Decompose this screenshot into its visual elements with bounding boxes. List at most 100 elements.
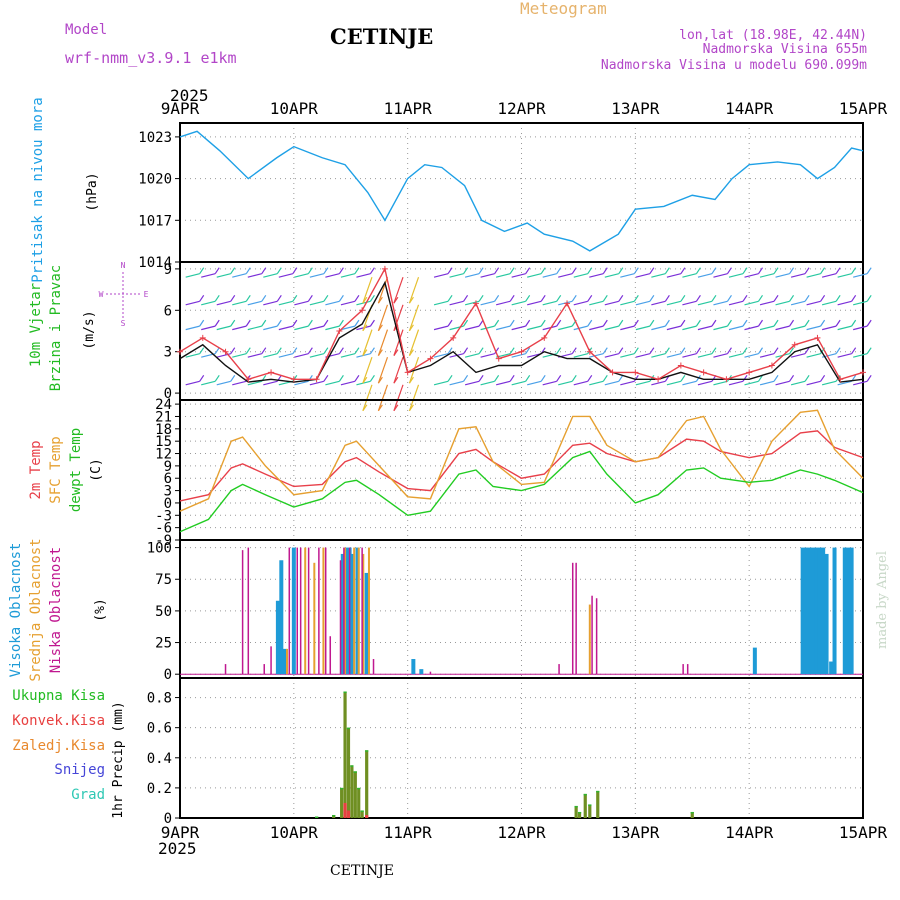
wind-barb: [433, 380, 449, 386]
wind-barb: [199, 319, 205, 327]
wind-barb: [393, 296, 399, 304]
wind-barb: [216, 325, 231, 331]
wind-barb: [540, 319, 546, 327]
wind-barb: [821, 380, 837, 386]
bar-niska-oblacnost: [682, 664, 684, 675]
wind-barb: [369, 374, 375, 382]
wind-barb: [789, 347, 795, 355]
wind-barb: [480, 300, 495, 306]
top-date-tick: 9APR: [161, 99, 200, 118]
bar-niska-oblacnost: [686, 664, 689, 675]
wind-barb: [278, 300, 293, 306]
wind-barb: [340, 300, 356, 306]
wind-barb: [759, 353, 775, 358]
wind-barb: [478, 294, 484, 302]
bar-niska-oblacnost: [595, 598, 598, 675]
bar-niska-oblacnost: [299, 547, 302, 675]
wind-barb: [247, 325, 262, 331]
wind-barb: [214, 347, 220, 355]
bar-visoka-oblacnost: [800, 547, 805, 675]
wind-barb: [509, 294, 515, 302]
wind-barb: [496, 380, 511, 386]
wind-barb: [664, 267, 670, 275]
key-north: N: [121, 261, 126, 270]
wind-barb: [338, 294, 344, 302]
y-tick-label: 15: [155, 434, 172, 450]
wind-barb: [356, 273, 371, 278]
wind-barb: [463, 319, 469, 327]
wind-barb: [790, 300, 806, 306]
bar-visoka-oblacnost: [355, 547, 360, 675]
wind-barb: [447, 294, 453, 302]
wind-barb: [726, 294, 732, 302]
wind-barb: [292, 294, 298, 302]
bar-top-cap: [365, 750, 369, 752]
wind-barb: [199, 347, 205, 355]
wind-barb: [759, 380, 775, 386]
wind-barb: [775, 380, 790, 386]
wind-barb: [464, 380, 480, 386]
y-tick-label: 0: [164, 496, 172, 512]
wind-barb: [478, 319, 484, 327]
wind-barb: [232, 353, 247, 358]
wind-barb: [804, 294, 810, 302]
wind-barb: [649, 319, 655, 327]
wind-barb: [697, 325, 713, 331]
wind-barb: [587, 267, 593, 275]
wind-barb: [261, 319, 267, 327]
wind-barb: [494, 374, 500, 382]
wind-barb: [602, 267, 608, 275]
wind-barb: [292, 267, 298, 275]
bar-ukupna-kisa: [577, 811, 582, 818]
wind-barb: [309, 353, 325, 358]
bar-top-cap: [574, 805, 578, 808]
top-date-tick: 15APR: [839, 99, 888, 118]
wind-barb: [649, 374, 655, 382]
bar-visoka-oblacnost: [804, 547, 809, 675]
wind-barb: [245, 319, 251, 327]
wind-barb: [697, 273, 713, 278]
top-date-tick: 11APR: [384, 99, 433, 118]
wind-barb: [216, 380, 231, 386]
wind-barb: [866, 374, 872, 382]
wind-barb: [369, 319, 375, 327]
bar-visoka-oblacnost: [829, 661, 834, 675]
wind-barb: [697, 380, 713, 386]
wind-barb: [775, 325, 790, 331]
bar-niska-oblacnost: [296, 547, 298, 675]
series-line-sfc-temp: [179, 409, 864, 512]
wind-barb: [804, 319, 810, 327]
wind-barb: [354, 294, 360, 302]
bar-visoka-oblacnost: [275, 600, 280, 675]
wind-barb: [758, 374, 764, 382]
bar-ukupna-kisa: [360, 810, 364, 818]
bar-top-cap: [332, 814, 336, 817]
meteogram-label: Meteogram: [520, 0, 607, 18]
wind-barb: [525, 267, 531, 275]
wind-barb: [837, 353, 852, 358]
wind-barb: [697, 353, 713, 358]
wind-barb: [362, 384, 373, 412]
wind-barb: [354, 267, 360, 275]
wind-barb: [230, 374, 236, 382]
y-tick-label: 0.4: [147, 751, 172, 767]
wind-barb: [307, 294, 313, 302]
wind-barb: [511, 300, 526, 306]
wind-barb: [851, 267, 857, 275]
gust-marker: [814, 334, 821, 341]
wind-barb: [338, 267, 344, 275]
bar-top-cap: [690, 811, 694, 814]
gust-marker: [768, 362, 775, 369]
wind-barb: [789, 374, 795, 382]
wind-barb: [369, 294, 375, 302]
bar-top-cap: [577, 811, 582, 814]
wind-barb: [759, 300, 775, 306]
wind-barb: [325, 325, 340, 331]
wind-barb: [449, 300, 464, 306]
wind-barb: [651, 325, 666, 331]
wind-barb: [821, 325, 837, 331]
y-tick-label: 0.8: [147, 691, 172, 707]
wind-barb: [790, 380, 806, 386]
gust-marker: [564, 300, 571, 307]
legend-graupel: Grad: [71, 787, 105, 803]
